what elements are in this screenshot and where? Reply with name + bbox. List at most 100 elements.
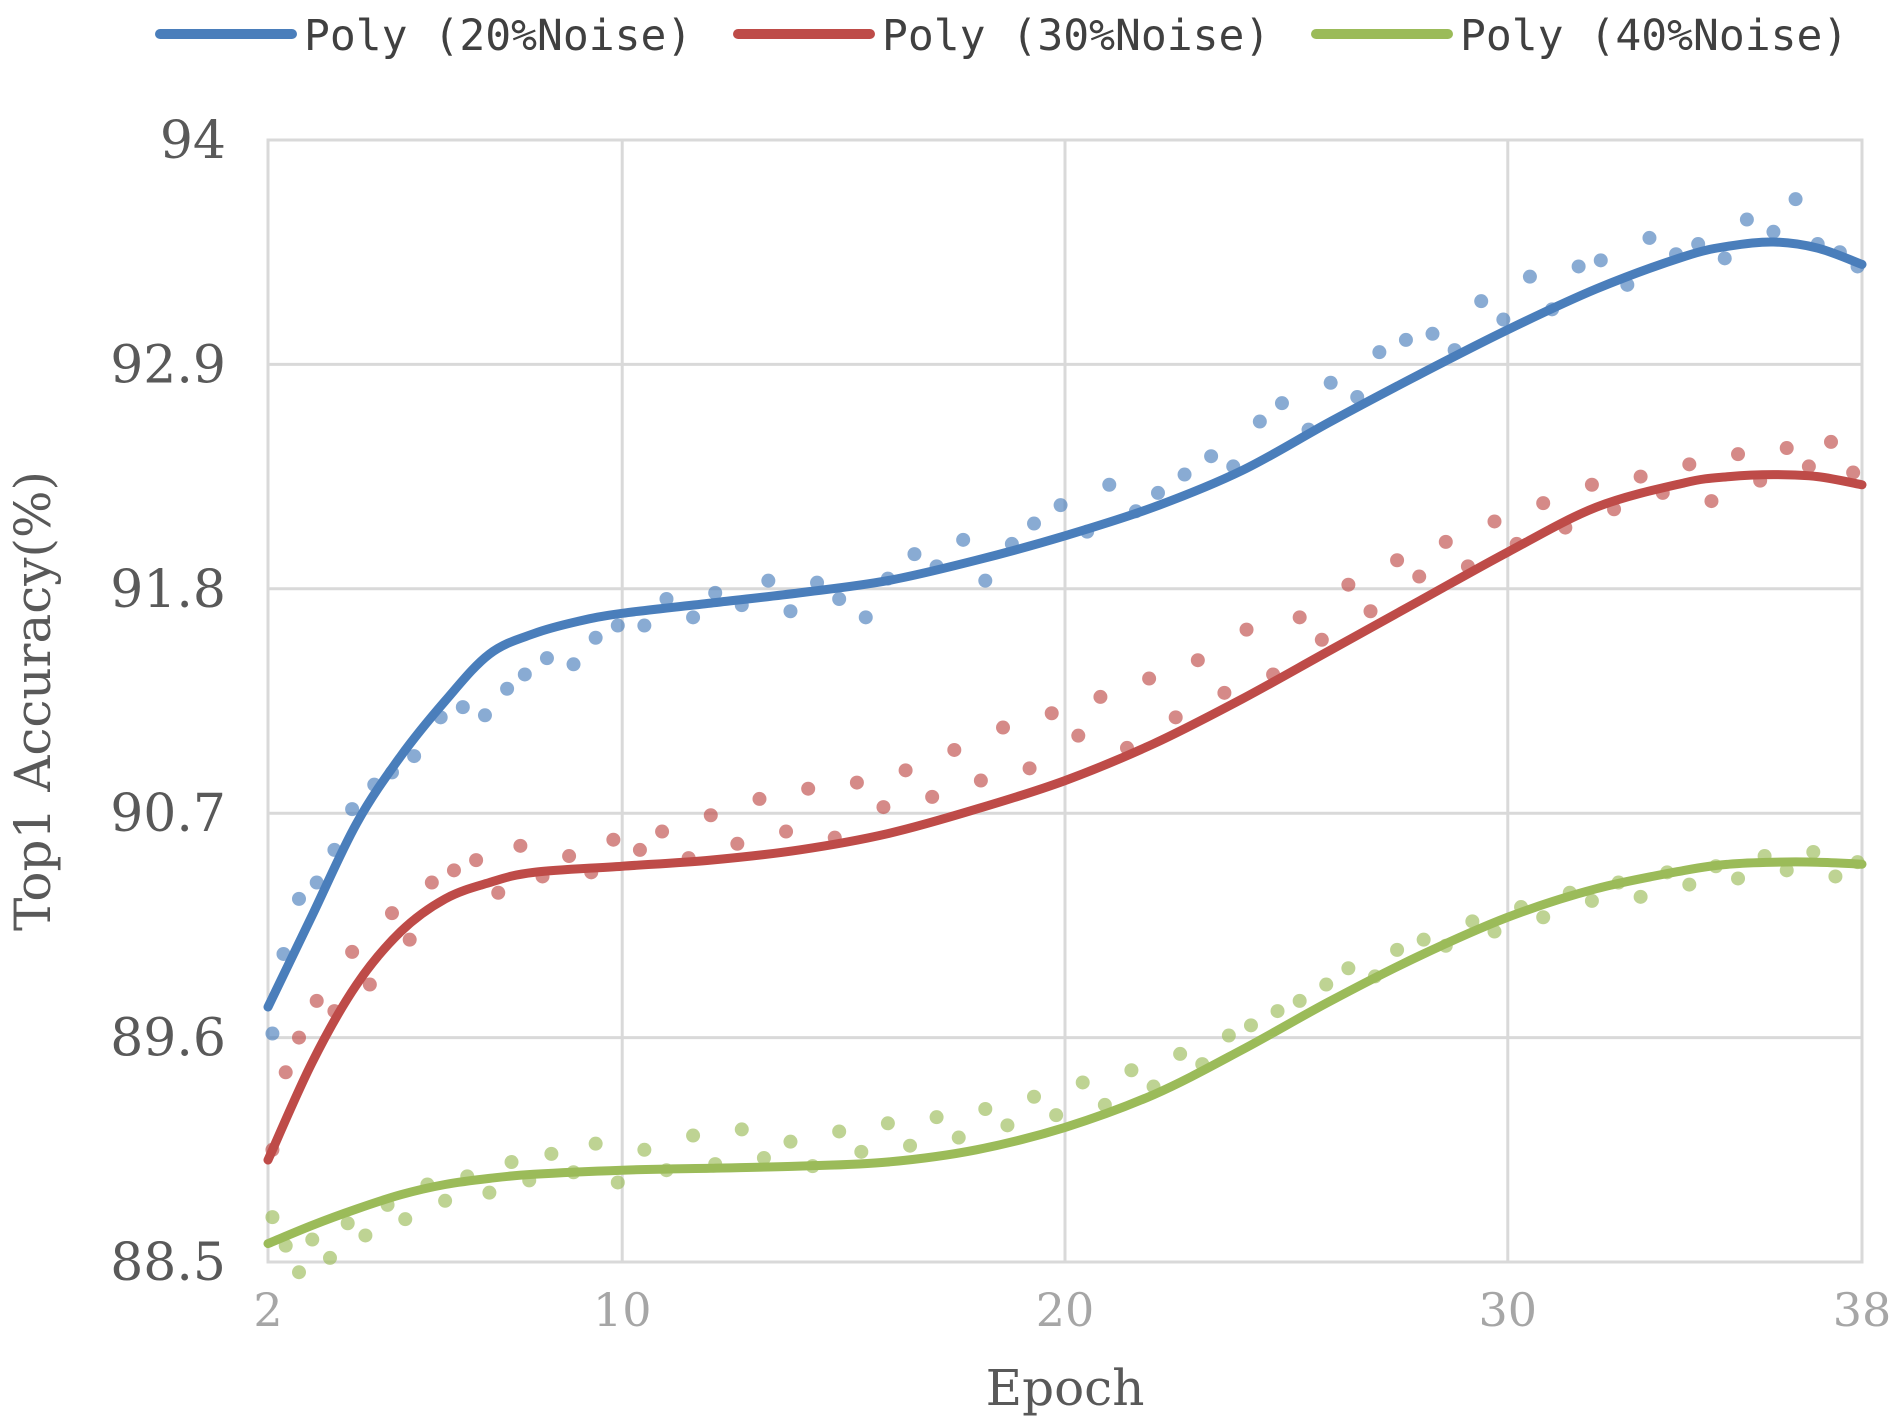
data-point (438, 1193, 453, 1208)
x-axis-title: Epoch (986, 1359, 1145, 1417)
data-point (978, 1102, 993, 1116)
data-point (1027, 1089, 1042, 1104)
data-point (1168, 710, 1183, 725)
data-point (513, 838, 528, 853)
data-point (446, 863, 461, 878)
data-point (278, 1065, 293, 1080)
y-tick-label: 90.7 (110, 784, 226, 844)
data-point (1731, 871, 1746, 886)
data-point (1474, 294, 1489, 309)
data-point (1412, 569, 1427, 584)
data-point (978, 573, 993, 588)
data-point (1806, 844, 1821, 859)
data-point (1717, 251, 1732, 266)
data-point (1071, 728, 1086, 743)
legend-item-2: Poly (40%Noise) (1311, 11, 1848, 61)
data-point (491, 885, 506, 900)
data-point (1323, 375, 1338, 390)
data-point (1190, 653, 1205, 668)
data-point (1049, 1108, 1064, 1123)
plot-area (266, 138, 1864, 1264)
y-tick-label: 92.9 (110, 335, 226, 395)
data-point (929, 1110, 944, 1125)
data-point (1779, 863, 1794, 878)
data-point (1341, 961, 1356, 976)
trend-lines (263, 237, 1867, 1249)
data-point (956, 532, 971, 547)
data-point (637, 1142, 652, 1157)
data-point (1682, 877, 1697, 892)
data-point (1571, 259, 1586, 274)
data-point (1584, 477, 1599, 492)
legend-item-1: Poly (30%Noise) (733, 11, 1270, 61)
data-point (402, 932, 417, 947)
data-point (779, 824, 794, 839)
data-point (610, 618, 625, 633)
data-point (265, 1026, 280, 1041)
data-point (907, 547, 922, 562)
data-point (588, 630, 603, 645)
data-point (1704, 494, 1719, 509)
legend: Poly (20%Noise) Poly (30%Noise) Poly (40%N… (155, 11, 1848, 61)
data-point (1150, 485, 1165, 500)
data-point (1779, 441, 1794, 456)
data-point (686, 1128, 701, 1143)
data-point (1093, 689, 1108, 704)
x-tick-label: 30 (1479, 1283, 1538, 1337)
data-point (345, 944, 360, 959)
data-point (1044, 706, 1059, 721)
data-point (1766, 224, 1781, 239)
series-2-points (265, 844, 1865, 1280)
data-point (1438, 534, 1453, 549)
data-point (1075, 1075, 1090, 1090)
data-point (1363, 604, 1378, 619)
data-point (482, 1185, 497, 1200)
data-point (1221, 1028, 1236, 1043)
data-point (1270, 1004, 1285, 1019)
data-point (544, 1146, 559, 1161)
data-point (1022, 761, 1037, 776)
data-point (1000, 1118, 1015, 1133)
data-point (477, 708, 492, 723)
data-point (469, 853, 484, 868)
data-point (947, 742, 962, 757)
data-point (730, 836, 745, 851)
data-point (1682, 457, 1697, 472)
data-point (832, 1124, 847, 1139)
x-tick-label: 10 (593, 1283, 652, 1337)
gridlines (266, 138, 1864, 1264)
data-point (783, 604, 798, 619)
data-point (305, 1232, 320, 1247)
data-point (384, 906, 399, 921)
data-point (637, 618, 652, 633)
y-axis-title: Top1 Accuracy(%) (4, 471, 62, 931)
data-point (309, 993, 324, 1008)
data-point (322, 1250, 337, 1265)
y-axis-ticks: 88.5 89.6 90.7 91.8 92.9 94 (110, 111, 226, 1293)
data-point (708, 585, 723, 600)
series-0-points (265, 192, 1865, 1041)
data-point (1341, 577, 1356, 592)
data-point (345, 802, 360, 817)
data-point (655, 824, 670, 839)
data-point (996, 720, 1011, 735)
data-point (1314, 632, 1329, 647)
data-point (1642, 230, 1657, 245)
y-tick-label: 88.5 (110, 1233, 226, 1293)
data-point (734, 1122, 749, 1137)
data-point (659, 592, 674, 606)
data-point (1217, 685, 1232, 700)
data-point (1252, 414, 1267, 429)
data-point (610, 1175, 625, 1190)
data-point (1372, 345, 1387, 360)
legend-label: Poly (40%Noise) (1460, 11, 1848, 61)
data-point (566, 657, 581, 672)
data-point (424, 875, 439, 890)
data-point (517, 667, 532, 682)
data-point (1398, 332, 1413, 347)
data-point (801, 781, 816, 796)
data-point (849, 775, 864, 790)
data-point (340, 1216, 355, 1231)
data-point (1177, 467, 1192, 482)
data-point (1319, 977, 1334, 992)
